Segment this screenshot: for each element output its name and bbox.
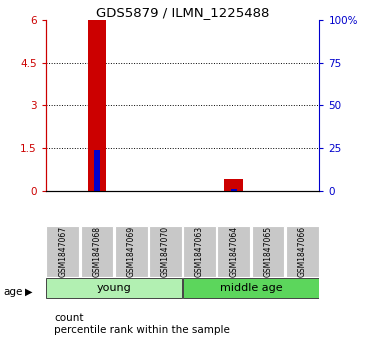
Text: GSM1847063: GSM1847063 bbox=[195, 226, 204, 277]
Title: GDS5879 / ILMN_1225488: GDS5879 / ILMN_1225488 bbox=[96, 6, 269, 19]
Text: young: young bbox=[97, 283, 131, 293]
Bar bbox=[81, 226, 114, 277]
Text: count: count bbox=[54, 313, 84, 323]
Bar bbox=[88, 20, 106, 191]
Bar bbox=[149, 226, 182, 277]
Text: age: age bbox=[4, 287, 23, 297]
Bar bbox=[231, 189, 237, 191]
Text: GSM1847070: GSM1847070 bbox=[161, 226, 170, 277]
Text: ▶: ▶ bbox=[25, 287, 32, 297]
Bar bbox=[115, 226, 147, 277]
Text: percentile rank within the sample: percentile rank within the sample bbox=[54, 325, 230, 335]
Text: GSM1847066: GSM1847066 bbox=[298, 226, 307, 277]
Text: GSM1847065: GSM1847065 bbox=[264, 226, 273, 277]
Bar bbox=[46, 226, 79, 277]
Bar bbox=[94, 150, 100, 191]
Text: GSM1847064: GSM1847064 bbox=[229, 226, 238, 277]
Text: GSM1847067: GSM1847067 bbox=[58, 226, 67, 277]
Bar bbox=[251, 226, 284, 277]
Text: GSM1847068: GSM1847068 bbox=[92, 226, 101, 277]
Bar bbox=[224, 179, 243, 191]
Bar bbox=[46, 278, 182, 298]
Bar bbox=[183, 226, 216, 277]
Bar bbox=[218, 226, 250, 277]
Bar bbox=[286, 226, 319, 277]
Bar bbox=[183, 278, 319, 298]
Text: middle age: middle age bbox=[220, 283, 282, 293]
Text: GSM1847069: GSM1847069 bbox=[127, 226, 136, 277]
